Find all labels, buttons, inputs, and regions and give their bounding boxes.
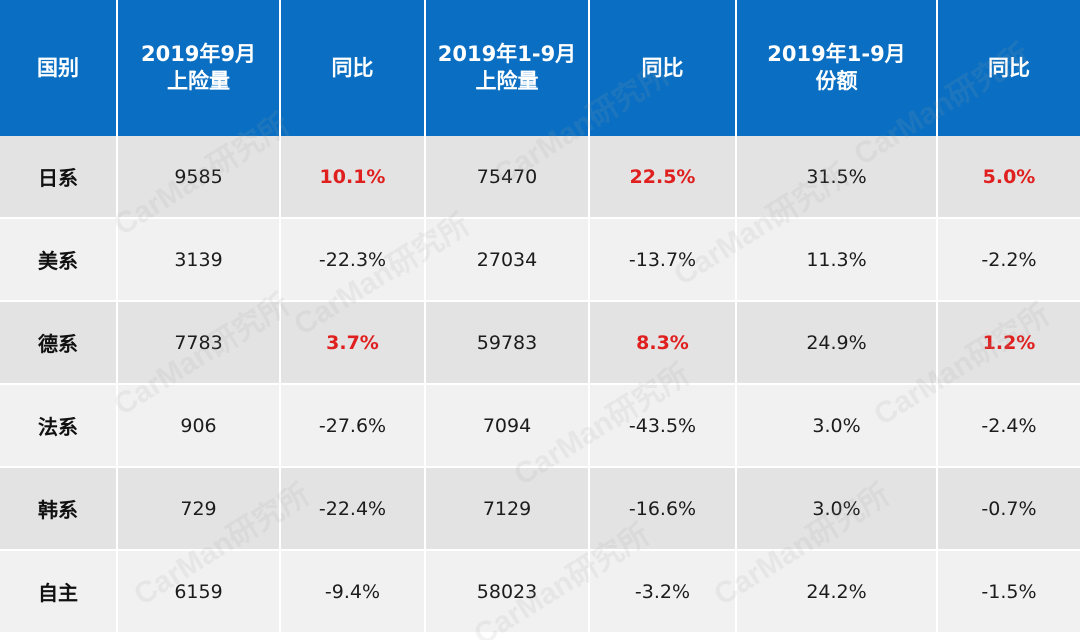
cell-sep-yoy: -22.4%	[281, 468, 426, 551]
header-share-line1: 2019年1-9月	[767, 42, 906, 66]
cell-ytd: 7094	[426, 385, 590, 468]
table-row: 自主 6159 -9.4% 58023 -3.2% 24.2% -1.5%	[0, 551, 1080, 634]
header-sep-volume-line2: 上险量	[167, 69, 230, 93]
cell-ytd-yoy: -16.6%	[590, 468, 737, 551]
header-share-yoy: 同比	[938, 0, 1080, 136]
cell-country: 美系	[0, 219, 118, 302]
cell-ytd: 27034	[426, 219, 590, 302]
cell-ytd: 75470	[426, 136, 590, 219]
cell-country: 法系	[0, 385, 118, 468]
cell-share-yoy: -1.5%	[938, 551, 1080, 634]
cell-share-yoy: -2.2%	[938, 219, 1080, 302]
header-ytd-volume: 2019年1-9月 上险量	[426, 0, 590, 136]
cell-country: 日系	[0, 136, 118, 219]
cell-sep-yoy: 10.1%	[281, 136, 426, 219]
cell-country: 德系	[0, 302, 118, 385]
cell-sep: 7783	[118, 302, 281, 385]
header-share: 2019年1-9月 份额	[737, 0, 938, 136]
cell-share: 31.5%	[737, 136, 938, 219]
cell-ytd-yoy: 8.3%	[590, 302, 737, 385]
cell-sep: 906	[118, 385, 281, 468]
cell-sep-yoy: -9.4%	[281, 551, 426, 634]
cell-ytd-yoy: -43.5%	[590, 385, 737, 468]
cell-sep: 6159	[118, 551, 281, 634]
header-sep-yoy: 同比	[281, 0, 426, 136]
header-ytd-yoy: 同比	[590, 0, 737, 136]
header-row: 国别 2019年9月 上险量 同比 2019年1-9月 上险量 同比 2019年1-…	[0, 0, 1080, 136]
cell-share-yoy: -0.7%	[938, 468, 1080, 551]
cell-share-yoy: 1.2%	[938, 302, 1080, 385]
cell-ytd: 59783	[426, 302, 590, 385]
header-ytd-volume-line1: 2019年1-9月	[437, 42, 577, 66]
header-sep-volume: 2019年9月 上险量	[118, 0, 281, 136]
cell-ytd-yoy: -3.2%	[590, 551, 737, 634]
cell-share-yoy: -2.4%	[938, 385, 1080, 468]
header-country: 国别	[0, 0, 118, 136]
cell-sep-yoy: -27.6%	[281, 385, 426, 468]
cell-share: 24.9%	[737, 302, 938, 385]
table-row: 美系 3139 -22.3% 27034 -13.7% 11.3% -2.2%	[0, 219, 1080, 302]
cell-country: 韩系	[0, 468, 118, 551]
table-row: 法系 906 -27.6% 7094 -43.5% 3.0% -2.4%	[0, 385, 1080, 468]
table-row: 韩系 729 -22.4% 7129 -16.6% 3.0% -0.7%	[0, 468, 1080, 551]
cell-sep-yoy: -22.3%	[281, 219, 426, 302]
cell-share: 3.0%	[737, 385, 938, 468]
cell-sep: 729	[118, 468, 281, 551]
cell-sep-yoy: 3.7%	[281, 302, 426, 385]
cell-ytd: 7129	[426, 468, 590, 551]
table-row: 德系 7783 3.7% 59783 8.3% 24.9% 1.2%	[0, 302, 1080, 385]
header-share-line2: 份额	[815, 69, 858, 93]
cell-share: 3.0%	[737, 468, 938, 551]
cell-ytd: 58023	[426, 551, 590, 634]
table-row: 日系 9585 10.1% 75470 22.5% 31.5% 5.0%	[0, 136, 1080, 219]
cell-sep: 9585	[118, 136, 281, 219]
cell-share-yoy: 5.0%	[938, 136, 1080, 219]
cell-sep: 3139	[118, 219, 281, 302]
cell-share: 24.2%	[737, 551, 938, 634]
cell-ytd-yoy: -13.7%	[590, 219, 737, 302]
header-sep-volume-line1: 2019年9月	[140, 42, 257, 66]
cell-country: 自主	[0, 551, 118, 634]
cell-share: 11.3%	[737, 219, 938, 302]
cell-ytd-yoy: 22.5%	[590, 136, 737, 219]
header-ytd-volume-line2: 上险量	[475, 69, 539, 93]
